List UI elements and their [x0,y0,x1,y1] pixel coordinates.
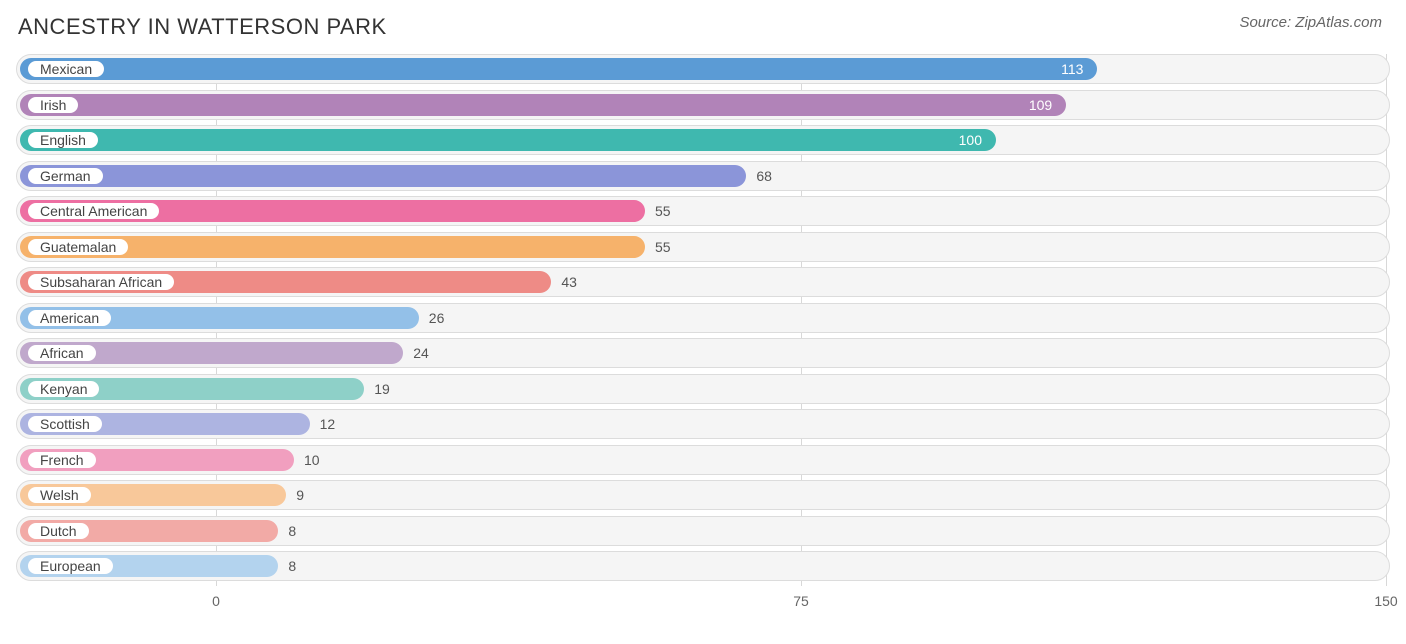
bar-value: 43 [561,267,577,297]
category-label: Guatemalan [26,237,130,257]
bar-value: 8 [288,516,296,546]
bar-value: 68 [756,161,772,191]
bar-row: European 8 [16,551,1390,581]
bar-value: 55 [655,196,671,226]
x-axis: 075150 [16,587,1390,615]
x-axis-tick-label: 0 [212,593,220,609]
bar-value: 55 [655,232,671,262]
category-label: Scottish [26,414,104,434]
category-label: Mexican [26,59,106,79]
bar-row: Central American 55 [16,196,1390,226]
bar-value: 26 [429,303,445,333]
bar-row: Dutch 8 [16,516,1390,546]
category-label: African [26,343,98,363]
category-label: Subsaharan African [26,272,176,292]
bar-row: Welsh 9 [16,480,1390,510]
category-label: Kenyan [26,379,101,399]
bar [20,129,996,151]
chart-area: Mexican113Irish109English100German68Cent… [16,54,1390,614]
bar-value: 113 [1061,54,1083,84]
bar-row: Guatemalan 55 [16,232,1390,262]
bar-value: 109 [1029,90,1052,120]
bar-row: English 100 [16,125,1390,155]
x-axis-tick-label: 75 [793,593,809,609]
bar-row: French 10 [16,445,1390,475]
bar-row: Mexican 113 [16,54,1390,84]
header: ANCESTRY IN WATTERSON PARK Source: ZipAt… [0,0,1406,46]
category-label: English [26,130,100,150]
bar-row: African 24 [16,338,1390,368]
bar-value: 8 [288,551,296,581]
category-label: French [26,450,98,470]
category-label: European [26,556,115,576]
category-label: Central American [26,201,161,221]
source-attribution: Source: ZipAtlas.com [1239,14,1382,31]
category-label: Irish [26,95,80,115]
bar-row: Irish 109 [16,90,1390,120]
bar-value: 24 [413,338,429,368]
bar-row: Scottish 12 [16,409,1390,439]
category-label: American [26,308,113,328]
bar-value: 19 [374,374,390,404]
bar-row: Subsaharan African 43 [16,267,1390,297]
bar-row: Kenyan 19 [16,374,1390,404]
category-label: German [26,166,105,186]
bar-value: 100 [959,125,982,155]
bar-value: 9 [296,480,304,510]
category-label: Dutch [26,521,91,541]
bar-row: German 68 [16,161,1390,191]
bar [20,58,1097,80]
chart-title: ANCESTRY IN WATTERSON PARK [18,14,387,40]
bar [20,94,1066,116]
x-axis-tick-label: 150 [1374,593,1397,609]
bar [20,165,746,187]
category-label: Welsh [26,485,93,505]
bar-value: 12 [320,409,336,439]
bar-value: 10 [304,445,320,475]
bar-row: American 26 [16,303,1390,333]
bar-rows: Mexican 113 Irish 109 English 100 German 68 Cent… [16,54,1390,581]
